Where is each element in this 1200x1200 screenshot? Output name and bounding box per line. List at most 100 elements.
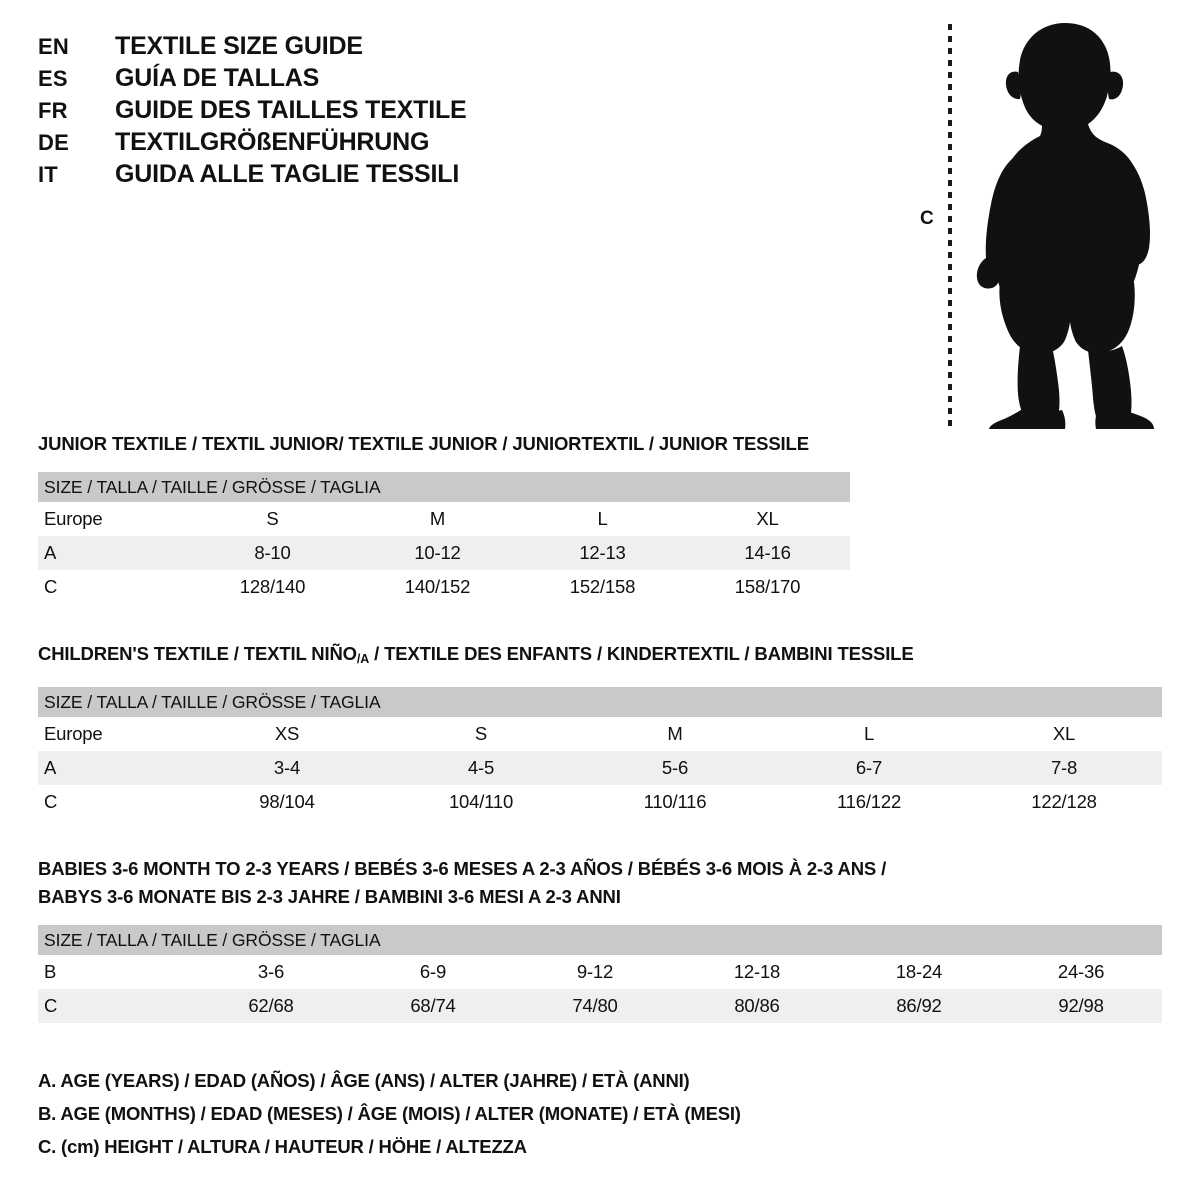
section-title-children-pre: CHILDREN'S TEXTILE / TEXTIL NIÑO: [38, 643, 357, 664]
babies-months-4: 12-18: [676, 955, 838, 989]
legend-line-c-pre: C.: [38, 1136, 62, 1157]
language-code-fr: FR: [38, 98, 68, 123]
children-row-head-europe: Europe: [38, 717, 190, 751]
language-code-de: DE: [38, 130, 69, 155]
children-table-bar-row: SIZE / TALLA / TAILLE / GRÖSSE / TAGLIA: [38, 687, 1163, 717]
babies-row-head-b: B: [38, 955, 190, 989]
height-measurement-figure: C: [900, 12, 1190, 432]
junior-height-l: 152/158: [520, 570, 685, 604]
section-title-children-sub: /A: [356, 652, 370, 666]
junior-row-head-c: C: [38, 570, 190, 604]
section-children-textile: CHILDREN'S TEXTILE / TEXTIL NIÑO/A / TEX…: [38, 640, 1163, 819]
measure-label-c: C: [920, 208, 934, 229]
table-row: A 8-10 10-12 12-13 14-16: [38, 536, 851, 570]
section-babies-textile: BABIES 3-6 MONTH TO 2-3 YEARS / BEBÉS 3-…: [38, 855, 1163, 1023]
junior-row-head-europe: Europe: [38, 502, 190, 536]
table-row: B 3-6 6-9 9-12 12-18 18-24 24-36: [38, 955, 1163, 989]
junior-size-l: L: [520, 502, 685, 536]
table-row: Europe XS S M L XL: [38, 717, 1163, 751]
children-height-xl: 122/128: [966, 785, 1163, 819]
table-row: Europe S M L XL: [38, 502, 851, 536]
children-row-head-a: A: [38, 751, 190, 785]
section-title-children-post: / TEXTILE DES ENFANTS / KINDERTEXTIL / B…: [369, 643, 914, 664]
babies-months-2: 6-9: [352, 955, 514, 989]
babies-months-1: 3-6: [190, 955, 352, 989]
section-junior-textile: JUNIOR TEXTILE / TEXTIL JUNIOR/ TEXTILE …: [38, 430, 851, 604]
legend-line-c: C. (cm) HEIGHT / ALTURA / HAUTEUR / HÖHE…: [38, 1130, 741, 1163]
language-code-en: EN: [38, 34, 69, 59]
junior-age-l: 12-13: [520, 536, 685, 570]
language-row-en: EN TEXTILE SIZE GUIDE: [38, 32, 558, 64]
table-row: C 62/68 68/74 74/80 80/86 86/92 92/98: [38, 989, 1163, 1023]
legend-line-a: A. AGE (YEARS) / EDAD (AÑOS) / ÂGE (ANS)…: [38, 1070, 690, 1091]
babies-bar-label: SIZE / TALLA / TAILLE / GRÖSSE / TAGLIA: [38, 925, 1163, 955]
children-size-s: S: [384, 717, 578, 751]
language-text-es: GUÍA DE TALLAS: [115, 64, 320, 92]
children-height-m: 110/116: [578, 785, 772, 819]
section-title-children: CHILDREN'S TEXTILE / TEXTIL NIÑO/A / TEX…: [38, 640, 1162, 673]
children-size-m: M: [578, 717, 772, 751]
junior-bar-label: SIZE / TALLA / TAILLE / GRÖSSE / TAGLIA: [38, 472, 851, 502]
section-title-junior: JUNIOR TEXTILE / TEXTIL JUNIOR/ TEXTILE …: [38, 433, 809, 454]
language-row-fr: FR GUIDE DES TAILLES TEXTILE: [38, 96, 558, 128]
junior-size-table: SIZE / TALLA / TAILLE / GRÖSSE / TAGLIA …: [38, 472, 851, 604]
children-bar-label: SIZE / TALLA / TAILLE / GRÖSSE / TAGLIA: [38, 687, 1163, 717]
junior-row-head-a: A: [38, 536, 190, 570]
babies-height-2: 68/74: [352, 989, 514, 1023]
legend-block: A. AGE (YEARS) / EDAD (AÑOS) / ÂGE (ANS)…: [38, 1064, 741, 1163]
table-row: C 128/140 140/152 152/158 158/170: [38, 570, 851, 604]
children-age-xs: 3-4: [190, 751, 384, 785]
children-age-xl: 7-8: [966, 751, 1163, 785]
children-height-s: 104/110: [384, 785, 578, 819]
children-age-s: 4-5: [384, 751, 578, 785]
junior-size-s: S: [190, 502, 355, 536]
babies-row-head-c: C: [38, 989, 190, 1023]
toddler-silhouette-icon: [976, 23, 1154, 429]
height-measure-dashed-line: [948, 24, 952, 430]
children-size-xs: XS: [190, 717, 384, 751]
section-title-babies-line1: BABIES 3-6 MONTH TO 2-3 YEARS / BEBÉS 3-…: [38, 858, 887, 879]
language-row-es: ES GUÍA DE TALLAS: [38, 64, 558, 96]
table-row: A 3-4 4-5 5-6 6-7 7-8: [38, 751, 1163, 785]
language-row-de: DE TEXTILGRÖßENFÜHRUNG: [38, 128, 558, 160]
language-row-it: IT GUIDA ALLE TAGLIE TESSILI: [38, 160, 558, 192]
legend-line-b: B. AGE (MONTHS) / EDAD (MESES) / ÂGE (MO…: [38, 1103, 741, 1124]
children-age-m: 5-6: [578, 751, 772, 785]
babies-months-3: 9-12: [514, 955, 676, 989]
babies-size-table: SIZE / TALLA / TAILLE / GRÖSSE / TAGLIA …: [38, 925, 1163, 1023]
children-row-head-c: C: [38, 785, 190, 819]
language-text-en: TEXTILE SIZE GUIDE: [115, 32, 363, 60]
babies-months-6: 24-36: [1000, 955, 1163, 989]
junior-age-m: 10-12: [355, 536, 520, 570]
babies-months-5: 18-24: [838, 955, 1000, 989]
babies-height-1: 62/68: [190, 989, 352, 1023]
children-size-table: SIZE / TALLA / TAILLE / GRÖSSE / TAGLIA …: [38, 687, 1163, 819]
junior-size-m: M: [355, 502, 520, 536]
junior-height-s: 128/140: [190, 570, 355, 604]
junior-table-bar-row: SIZE / TALLA / TAILLE / GRÖSSE / TAGLIA: [38, 472, 851, 502]
table-row: C 98/104 104/110 110/116 116/122 122/128: [38, 785, 1163, 819]
children-age-l: 6-7: [772, 751, 966, 785]
language-text-fr: GUIDE DES TAILLES TEXTILE: [115, 96, 467, 124]
babies-height-4: 80/86: [676, 989, 838, 1023]
babies-table-bar-row: SIZE / TALLA / TAILLE / GRÖSSE / TAGLIA: [38, 925, 1163, 955]
junior-height-xl: 158/170: [685, 570, 851, 604]
legend-line-c-unit: (cm): [61, 1136, 100, 1157]
babies-height-3: 74/80: [514, 989, 676, 1023]
language-header-block: EN TEXTILE SIZE GUIDE ES GUÍA DE TALLAS …: [38, 32, 558, 192]
children-height-l: 116/122: [772, 785, 966, 819]
legend-line-c-post: HEIGHT / ALTURA / HAUTEUR / HÖHE / ALTEZ…: [99, 1136, 527, 1157]
babies-height-5: 86/92: [838, 989, 1000, 1023]
language-code-it: IT: [38, 162, 58, 187]
junior-age-s: 8-10: [190, 536, 355, 570]
junior-height-m: 140/152: [355, 570, 520, 604]
section-title-babies-line2: BABYS 3-6 MONATE BIS 2-3 JAHRE / BAMBINI…: [38, 886, 621, 907]
language-text-de: TEXTILGRÖßENFÜHRUNG: [115, 128, 430, 156]
children-height-xs: 98/104: [190, 785, 384, 819]
junior-size-xl: XL: [685, 502, 851, 536]
children-size-xl: XL: [966, 717, 1163, 751]
babies-height-6: 92/98: [1000, 989, 1163, 1023]
junior-age-xl: 14-16: [685, 536, 851, 570]
language-code-es: ES: [38, 66, 68, 91]
language-text-it: GUIDA ALLE TAGLIE TESSILI: [115, 160, 460, 188]
